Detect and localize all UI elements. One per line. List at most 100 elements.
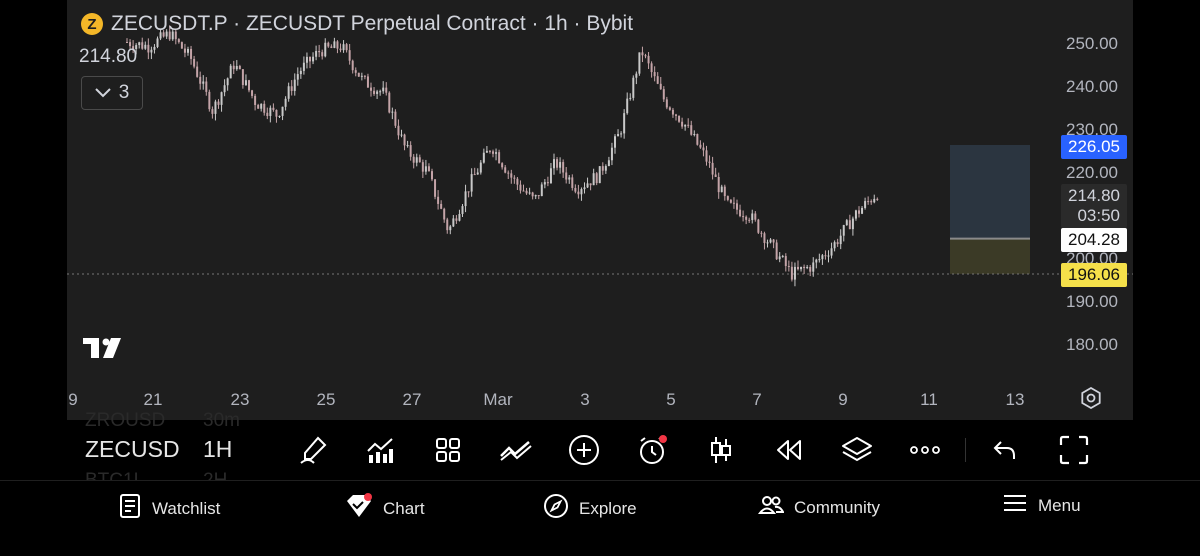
timeframe-selector[interactable]: 1H xyxy=(203,436,233,462)
candle-body xyxy=(241,69,244,85)
candle-body xyxy=(421,162,424,172)
candle-body xyxy=(546,182,549,184)
candle-body xyxy=(248,80,250,91)
zcash-coin-icon: Z xyxy=(81,13,103,35)
candle-body xyxy=(336,41,339,49)
time-axis-label: 27 xyxy=(402,390,422,409)
candle-body xyxy=(784,256,787,266)
compass-icon xyxy=(543,493,569,524)
symbol-selector[interactable]: ZECUSD xyxy=(85,436,180,462)
candle-body xyxy=(434,179,437,197)
profit-zone xyxy=(950,144,1030,239)
time-axis-label: 23 xyxy=(230,390,250,409)
candle-body xyxy=(504,167,507,173)
candle-body xyxy=(574,187,577,192)
candle-body xyxy=(864,201,867,208)
more-icon[interactable] xyxy=(907,432,943,468)
nav-label: Watchlist xyxy=(152,498,221,518)
candle-body xyxy=(528,192,531,194)
candle-body xyxy=(848,220,851,230)
candle-body xyxy=(553,159,555,169)
candle-body xyxy=(275,109,278,117)
indicators-icon[interactable] xyxy=(362,432,398,468)
candle-body xyxy=(620,133,623,135)
time-axis-label: 9 xyxy=(68,390,78,409)
candle-body xyxy=(492,151,494,154)
candles-icon[interactable] xyxy=(703,432,739,468)
candle-body xyxy=(488,150,491,152)
nav-community[interactable]: Community xyxy=(757,493,880,522)
price-axis-tick: 240.00 xyxy=(1066,77,1118,96)
candle-body xyxy=(659,83,662,90)
layers-icon[interactable] xyxy=(839,432,875,468)
candle-body xyxy=(376,91,379,94)
candle-body xyxy=(806,266,809,269)
candle-body xyxy=(315,50,318,57)
candle-body xyxy=(824,255,827,257)
add-icon[interactable] xyxy=(566,432,602,468)
nav-label: Chart xyxy=(383,498,425,518)
candle-body xyxy=(284,98,287,107)
replay-icon[interactable] xyxy=(770,432,806,468)
candle-body xyxy=(583,187,586,190)
undo-icon[interactable] xyxy=(987,432,1023,468)
candle-body xyxy=(601,166,604,171)
candle-body xyxy=(675,114,677,116)
brush-icon[interactable] xyxy=(295,432,331,468)
candle-body xyxy=(565,172,568,180)
candle-body xyxy=(671,109,674,115)
candle-body xyxy=(577,191,580,195)
candle-body xyxy=(571,177,574,188)
candle-body xyxy=(220,92,223,105)
layout-grid-icon[interactable] xyxy=(430,432,466,468)
candle-body xyxy=(354,70,357,73)
candle-body xyxy=(827,255,830,257)
nav-explore[interactable]: Explore xyxy=(543,493,637,524)
chart-diamond-icon xyxy=(345,493,373,524)
fullscreen-icon[interactable] xyxy=(1056,432,1092,468)
candle-body xyxy=(183,48,186,53)
candle-body xyxy=(607,160,610,167)
candle-body xyxy=(147,44,150,53)
candle-body xyxy=(537,195,540,197)
hamburger-icon xyxy=(1002,493,1028,518)
candle-body xyxy=(711,162,714,175)
price-chart[interactable]: 250.00240.00230.00220.00210.00200.00190.… xyxy=(67,0,1133,420)
candle-body xyxy=(644,55,647,57)
candle-body xyxy=(708,161,711,163)
candle-body xyxy=(745,216,748,220)
compare-icon[interactable] xyxy=(498,432,534,468)
nav-chart[interactable]: Chart xyxy=(345,493,425,524)
candle-body xyxy=(217,101,220,105)
candle-body xyxy=(251,90,254,96)
candle-body xyxy=(223,85,226,93)
chart-area[interactable]: 250.00240.00230.00220.00210.00200.00190.… xyxy=(67,0,1133,480)
candle-body xyxy=(226,78,229,86)
candle-body xyxy=(540,184,543,197)
last-price-value: 214.80 xyxy=(1068,186,1120,205)
symbol-header[interactable]: Z ZECUSDT.P · ZECUSDT Perpetual Contract… xyxy=(81,12,633,36)
candle-body xyxy=(720,186,723,193)
candle-body xyxy=(263,103,266,113)
alert-clock-icon[interactable] xyxy=(634,432,670,468)
candle-body xyxy=(214,101,217,114)
candle-body xyxy=(162,32,165,37)
candle-body xyxy=(556,159,559,168)
candle-body xyxy=(732,202,735,204)
candle-body xyxy=(412,156,415,163)
nav-label: Explore xyxy=(579,498,637,518)
candle-body xyxy=(748,219,751,221)
chart-settings-icon[interactable] xyxy=(1080,386,1102,414)
time-axis-label: 5 xyxy=(666,390,676,409)
candle-body xyxy=(513,177,516,179)
candle-body xyxy=(363,75,366,77)
nav-menu[interactable]: Menu xyxy=(1002,493,1081,518)
candle-body xyxy=(739,209,742,217)
indicators-collapse-button[interactable]: 3 xyxy=(81,76,143,110)
candle-body xyxy=(342,44,345,51)
time-axis-label: 25 xyxy=(316,390,336,409)
nav-watchlist[interactable]: Watchlist xyxy=(118,493,220,524)
candle-body xyxy=(156,38,159,47)
candle-body xyxy=(129,42,132,47)
candle-body xyxy=(333,41,336,48)
